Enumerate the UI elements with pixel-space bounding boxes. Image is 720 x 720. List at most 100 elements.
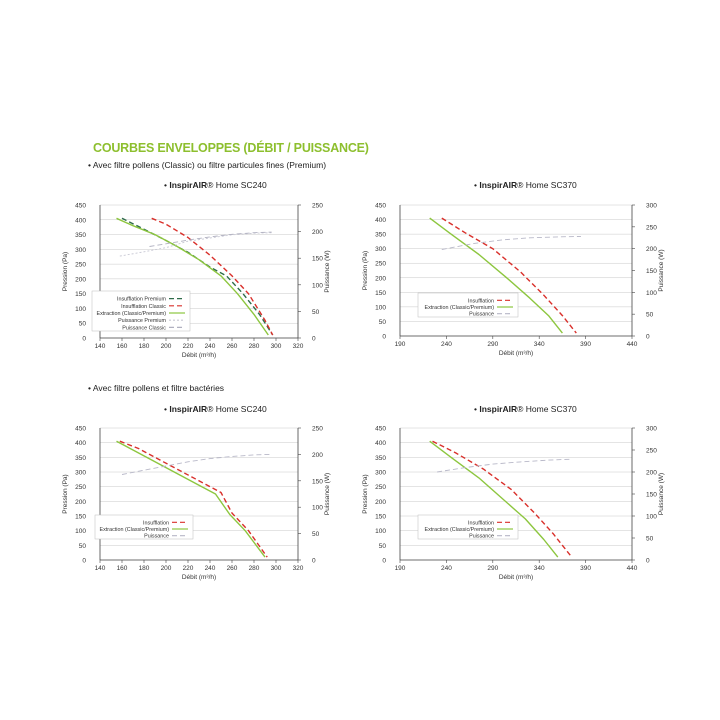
x-tick-label: 220 — [183, 565, 194, 572]
chart-title: • InspirAIR® Home SC240 — [164, 404, 267, 414]
legend-label: Puissance — [469, 534, 494, 540]
legend-label: Puissance Classic — [122, 325, 166, 331]
chart-title-model: ® Home SC240 — [207, 404, 267, 414]
y-tick-label: 350 — [75, 232, 86, 239]
y-axis-label: Pression (Pa) — [362, 251, 369, 290]
y2-tick-label: 150 — [312, 256, 323, 263]
x-tick-label: 280 — [249, 565, 260, 572]
y2-tick-label: 50 — [312, 531, 320, 538]
y-tick-label: 400 — [375, 217, 386, 224]
chart-title-brand: InspirAIR — [169, 404, 207, 414]
chart-title-model: ® Home SC240 — [207, 180, 267, 190]
y2-tick-label: 0 — [646, 334, 650, 341]
y-tick-label: 200 — [375, 499, 386, 506]
legend-label: Puissance Premium — [118, 318, 166, 324]
series-line — [441, 217, 577, 334]
y2-tick-label: 50 — [312, 309, 320, 316]
y-tick-label: 350 — [375, 455, 386, 462]
x-tick-label: 200 — [161, 343, 172, 350]
x-axis-label: Débit (m³/h) — [182, 574, 216, 581]
y-tick-label: 450 — [75, 203, 86, 210]
y2-tick-label: 300 — [646, 203, 657, 210]
series-line — [119, 232, 272, 257]
series-line — [121, 453, 271, 475]
y-tick-label: 150 — [375, 514, 386, 521]
y2-tick-label: 100 — [646, 290, 657, 297]
series-line — [429, 440, 559, 558]
x-tick-label: 290 — [487, 565, 498, 572]
x-tick-label: 260 — [227, 565, 238, 572]
y-tick-label: 150 — [75, 291, 86, 298]
y2-axis-label: Puissance (W) — [324, 250, 331, 292]
y-tick-label: 0 — [82, 336, 86, 343]
section-heading-filters: • Avec filtre pollens (Classic) ou filtr… — [88, 160, 327, 170]
x-tick-label: 190 — [395, 341, 406, 348]
y-tick-label: 100 — [375, 528, 386, 535]
y-tick-label: 100 — [375, 304, 386, 311]
x-tick-label: 140 — [95, 565, 106, 572]
y2-tick-label: 200 — [646, 246, 657, 253]
y2-axis-label: Puissance (W) — [658, 473, 665, 515]
chart-title: • InspirAIR® Home SC370 — [474, 180, 577, 190]
y-tick-label: 300 — [75, 470, 86, 477]
y2-tick-label: 50 — [646, 536, 654, 543]
x-tick-label: 160 — [117, 565, 128, 572]
y2-tick-label: 200 — [312, 452, 323, 459]
chart-title-model: ® Home SC370 — [517, 180, 577, 190]
y-tick-label: 350 — [75, 455, 86, 462]
y-tick-label: 250 — [75, 262, 86, 269]
x-tick-label: 180 — [139, 565, 150, 572]
y-tick-label: 50 — [379, 543, 387, 550]
y2-tick-label: 200 — [312, 229, 323, 236]
y-tick-label: 250 — [375, 484, 386, 491]
x-axis-label: Débit (m³/h) — [182, 352, 216, 359]
y-tick-label: 450 — [375, 426, 386, 433]
x-tick-label: 390 — [580, 341, 591, 348]
y2-tick-label: 100 — [646, 514, 657, 521]
y2-tick-label: 50 — [646, 312, 654, 319]
legend-box — [417, 514, 519, 540]
x-tick-label: 440 — [627, 565, 638, 572]
section-heading-bacteria: • Avec filtre pollens et filtre bactérie… — [88, 383, 225, 393]
chart-title-brand: InspirAIR — [169, 180, 207, 190]
y2-tick-label: 150 — [646, 268, 657, 275]
x-tick-label: 320 — [293, 343, 304, 350]
legend-label: Insufflation — [468, 298, 494, 304]
y-axis-label: Pression (Pa) — [62, 474, 69, 513]
y-tick-label: 350 — [375, 232, 386, 239]
x-tick-label: 240 — [441, 565, 452, 572]
y-tick-label: 300 — [375, 246, 386, 253]
legend-box — [417, 292, 519, 318]
series-line — [149, 231, 272, 247]
x-tick-label: 200 — [161, 565, 172, 572]
y2-tick-label: 250 — [312, 203, 323, 210]
y-tick-label: 0 — [82, 558, 86, 565]
x-tick-label: 340 — [534, 341, 545, 348]
legend-box — [91, 290, 191, 332]
x-tick-label: 340 — [534, 565, 545, 572]
y-tick-label: 150 — [375, 290, 386, 297]
legend-label: Insufflation — [468, 520, 494, 526]
legend-label: Insufflation Classic — [121, 304, 166, 310]
y2-tick-label: 100 — [312, 505, 323, 512]
series-line — [437, 458, 572, 473]
x-tick-label: 240 — [205, 343, 216, 350]
chart-title-brand: InspirAIR — [479, 180, 517, 190]
x-tick-label: 160 — [117, 343, 128, 350]
y-tick-label: 200 — [75, 276, 86, 283]
chart-title: • InspirAIR® Home SC370 — [474, 404, 577, 414]
y-tick-label: 0 — [382, 334, 386, 341]
y-tick-label: 450 — [75, 426, 86, 433]
y2-tick-label: 0 — [312, 558, 316, 565]
series-line — [429, 217, 563, 334]
x-tick-label: 300 — [271, 343, 282, 350]
series-line — [116, 217, 269, 336]
y2-tick-label: 0 — [646, 558, 650, 565]
legend-label: Puissance — [144, 534, 169, 540]
y2-axis-label: Puissance (W) — [658, 249, 665, 291]
y-tick-label: 400 — [375, 440, 386, 447]
chart-title-brand: InspirAIR — [479, 404, 517, 414]
x-tick-label: 390 — [580, 565, 591, 572]
